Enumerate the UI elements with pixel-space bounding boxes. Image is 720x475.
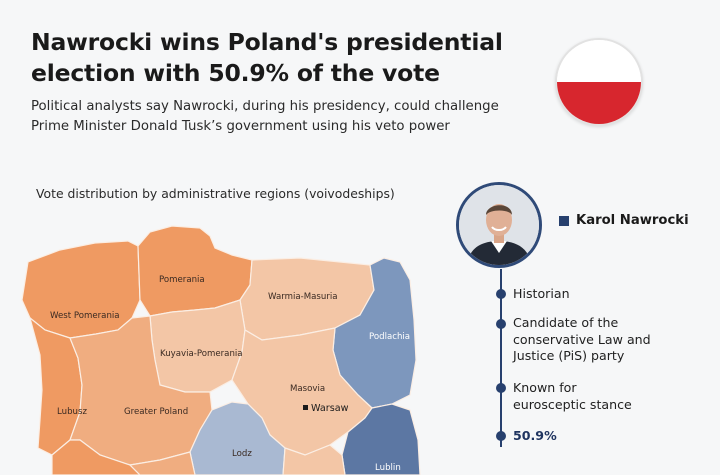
- person-icon: [459, 185, 539, 265]
- headline-line-2: election with 50.9% of the vote: [31, 59, 440, 87]
- fact-party: Candidate of the conservative Law and Ju…: [513, 315, 651, 365]
- fact-historian: Historian: [513, 286, 570, 303]
- fact-3-line-1: Known for: [513, 380, 577, 395]
- label-lubusz: Lubusz: [57, 407, 87, 417]
- candidate-name: Karol Nawrocki: [576, 213, 689, 228]
- label-pomerania: Pomerania: [159, 275, 205, 285]
- timeline-dot-1: [496, 289, 506, 299]
- fact-4-text: 50.9%: [513, 428, 557, 443]
- region-west-pomerania: [21, 240, 141, 339]
- fact-2-line-3: Justice (PiS) party: [513, 348, 625, 363]
- fact-1-text: Historian: [513, 286, 570, 301]
- fact-2-line-2: conservative Law and: [513, 331, 651, 347]
- flag-red-stripe: [557, 82, 641, 124]
- flag-white-stripe: [557, 40, 641, 82]
- label-warmia-masuria: Warmia-Masuria: [268, 292, 338, 302]
- headline-line-1: Nawrocki wins Poland's presidential: [31, 28, 503, 56]
- fact-vote-share: 50.9%: [513, 428, 557, 445]
- timeline-dot-3: [496, 383, 506, 393]
- fact-3-line-2: eurosceptic stance: [513, 396, 632, 412]
- subheadline-line-1: Political analysts say Nawrocki, during …: [31, 99, 499, 114]
- label-warsaw: Warsaw: [311, 403, 349, 414]
- label-masovia: Masovia: [290, 384, 325, 394]
- headline: Nawrocki wins Poland's presidential elec…: [31, 27, 503, 89]
- label-west-pomerania: West Pomerania: [50, 311, 120, 321]
- timeline-line: [500, 269, 502, 447]
- label-podlachia: Podlachia: [369, 332, 410, 342]
- poland-map: West Pomerania Pomerania Warmia-Masuria …: [21, 225, 421, 475]
- map-title: Vote distribution by administrative regi…: [36, 186, 395, 201]
- fact-stance: Known for eurosceptic stance: [513, 380, 632, 413]
- label-lublin: Lublin: [375, 463, 401, 473]
- region-opole-partial: [128, 451, 196, 475]
- subheadline-line-2: Prime Minister Donald Tusk’s government …: [31, 118, 450, 134]
- warsaw-marker: [303, 405, 308, 410]
- region-holy-cross-partial: [282, 444, 346, 475]
- legend-color-swatch: [559, 215, 569, 226]
- subheadline: Political analysts say Nawrocki, during …: [31, 97, 499, 136]
- region-masovia: [231, 327, 373, 456]
- candidate-portrait: [456, 182, 542, 268]
- candidate-legend: Karol Nawrocki: [559, 213, 689, 228]
- label-kuyavia-pomerania: Kuyavia-Pomerania: [160, 349, 243, 359]
- timeline-dot-2: [496, 319, 506, 329]
- poland-flag-icon: [555, 38, 643, 126]
- timeline-dot-4: [496, 431, 506, 441]
- region-lublin: [341, 403, 421, 475]
- label-greater-poland: Greater Poland: [124, 407, 188, 417]
- label-lodz: Lodz: [232, 449, 252, 459]
- region-kuyavia-pomerania: [149, 299, 246, 393]
- region-lower-silesia-partial: [51, 439, 141, 475]
- fact-2-line-1: Candidate of the: [513, 315, 619, 330]
